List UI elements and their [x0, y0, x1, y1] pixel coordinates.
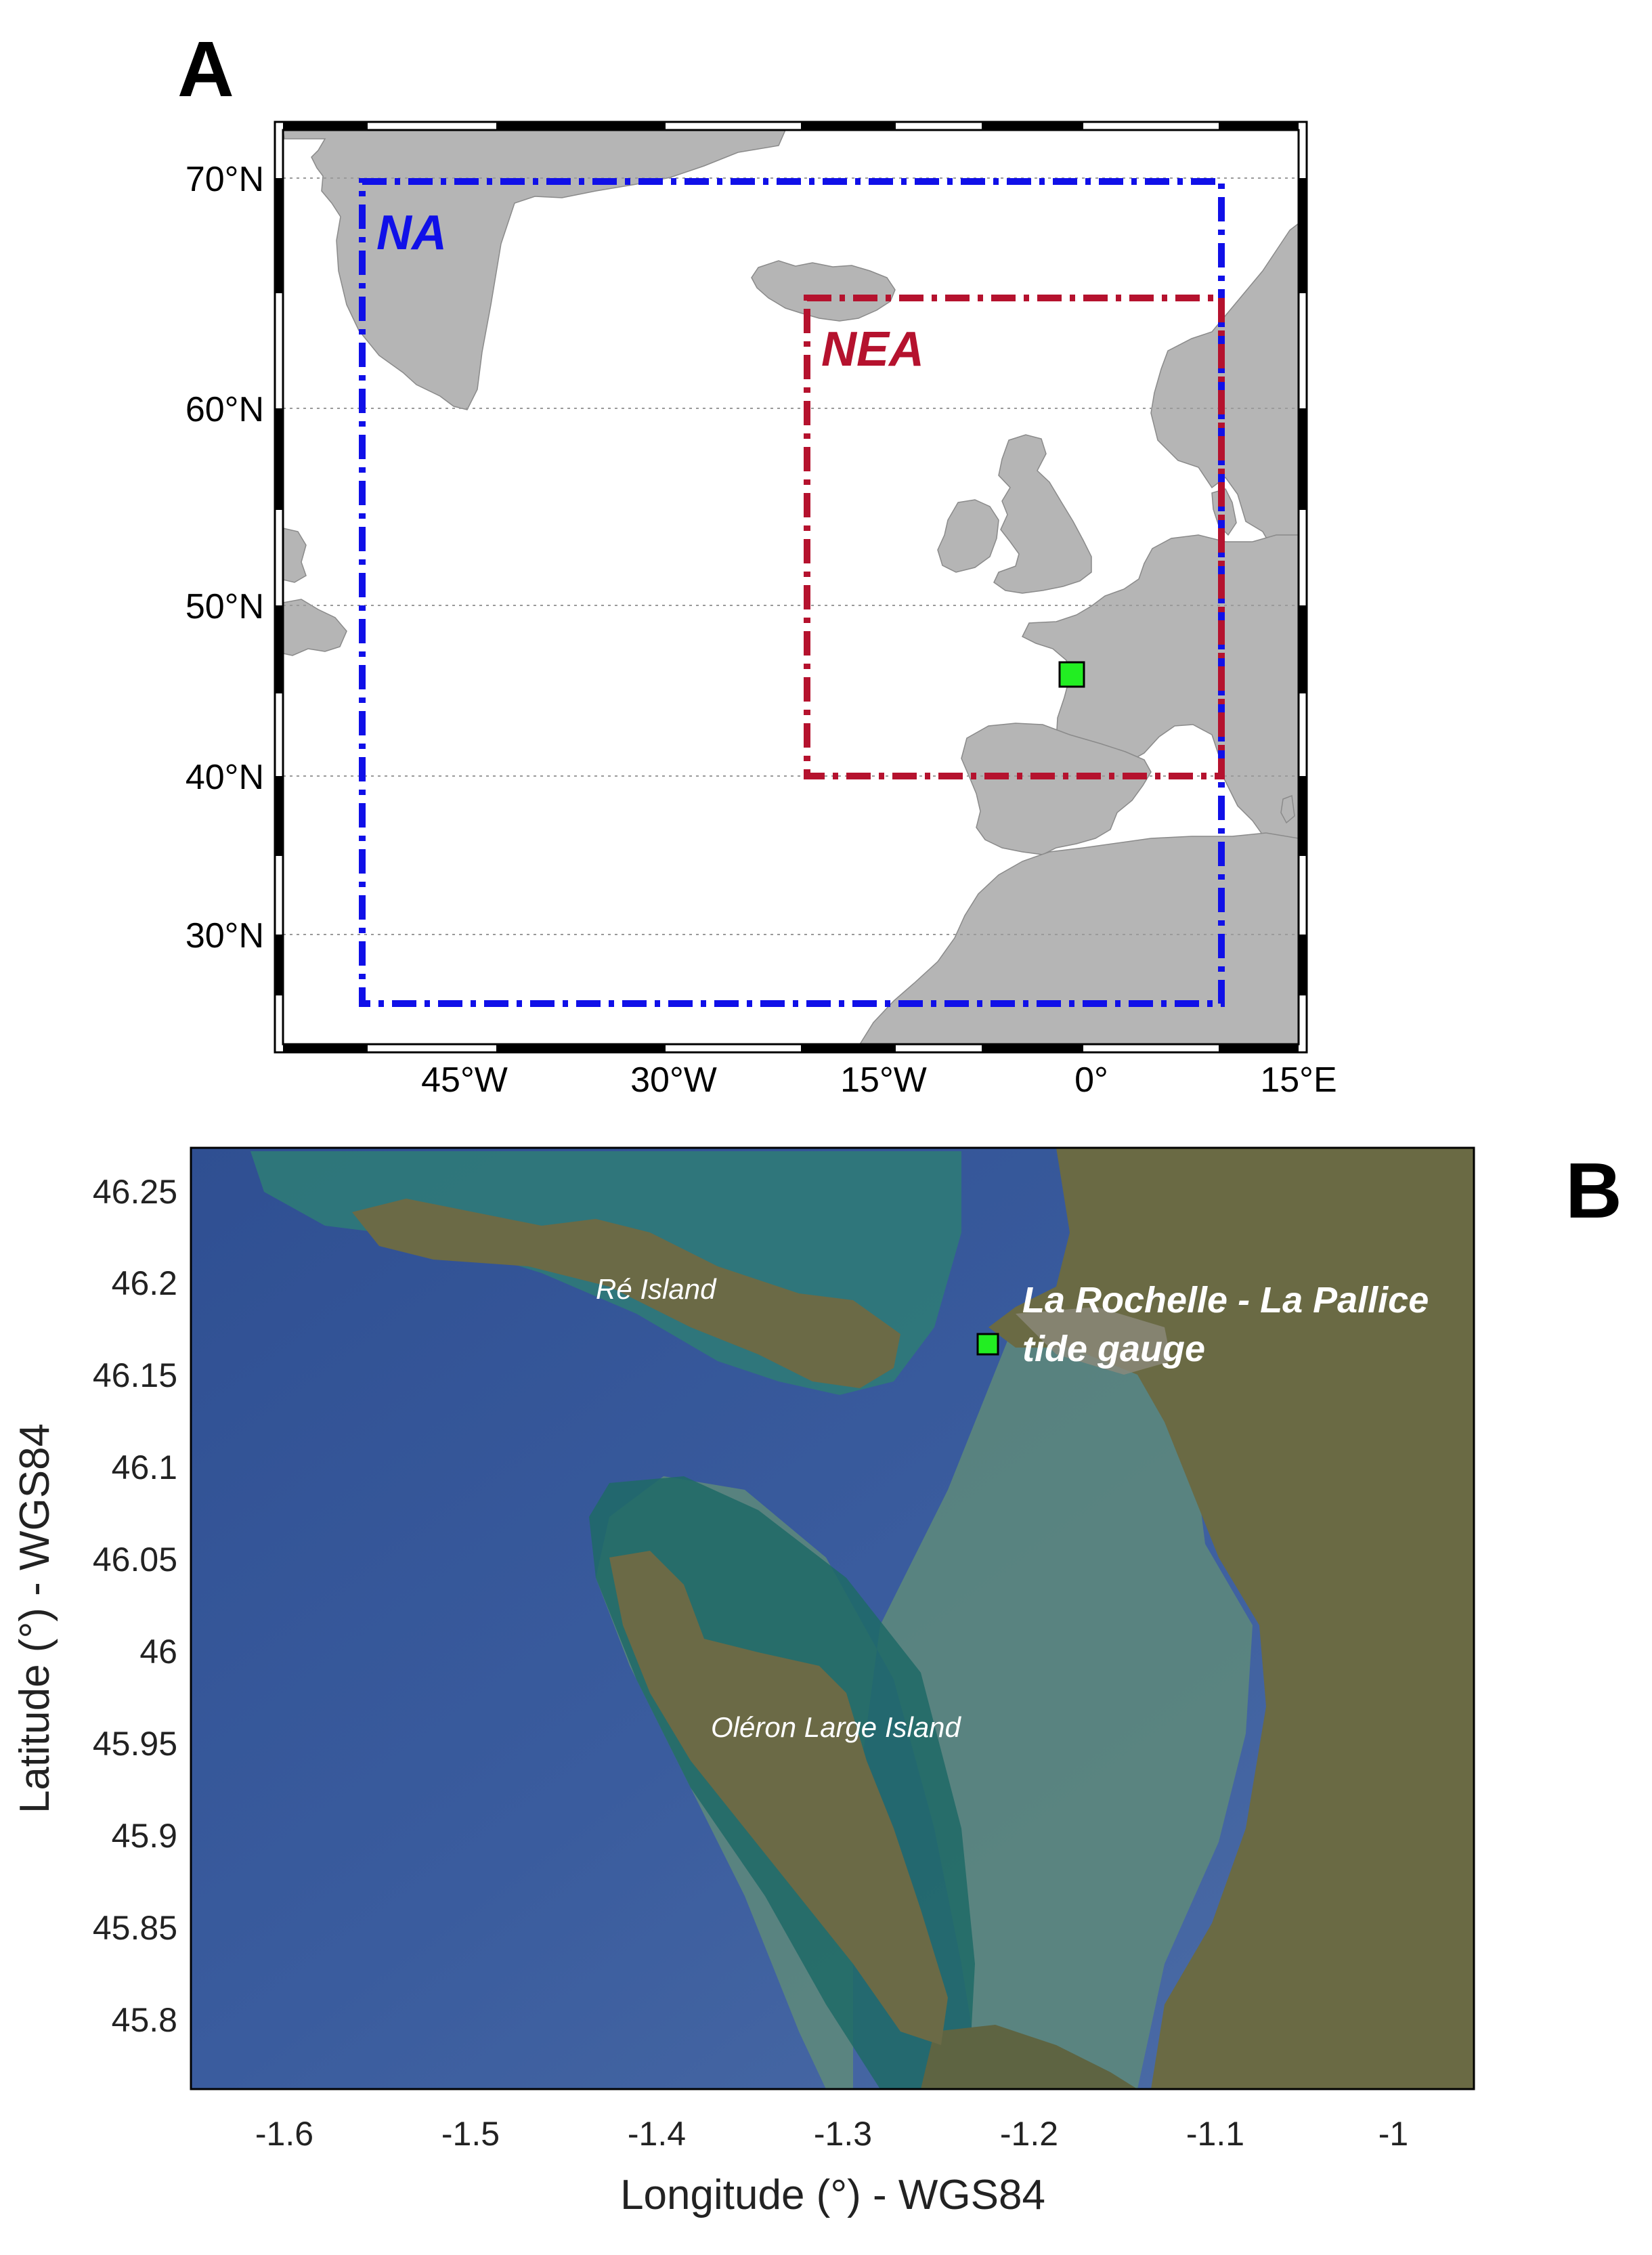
panel-b-y-tick-labels: 46.25 46.2 46.15 46.1 46.05 46 45.95 45.… — [93, 1173, 177, 2039]
land-great-britain — [993, 434, 1092, 594]
land-canada-fragment-1 — [283, 528, 307, 583]
nea-region-box — [804, 295, 1225, 779]
y-tick-label: 46 — [139, 1633, 177, 1671]
panel-b-y-axis-label: Latitude (°) - WGS84 — [12, 1423, 58, 1813]
panel-b-tide-gauge-marker — [976, 1333, 999, 1356]
lat-tick-label: 70°N — [186, 160, 264, 199]
y-tick-label: 46.1 — [112, 1448, 177, 1486]
y-tick-label: 46.25 — [93, 1173, 177, 1211]
panel-b-re-island — [352, 1199, 900, 1388]
y-tick-label: 45.95 — [93, 1725, 177, 1763]
land-iberia — [961, 723, 1152, 855]
panel-b-oleron-island — [609, 1551, 948, 2045]
land-iceland — [751, 260, 896, 322]
lon-tick-label: 15°E — [1260, 1060, 1336, 1100]
y-tick-label: 46.2 — [112, 1264, 177, 1302]
panel-a-map: NA NEA 70°N 60°N 50°N 40°N 30°N 45°W 30°… — [186, 121, 1337, 1100]
x-tick-label: -1.4 — [628, 2115, 686, 2153]
lon-tick-label: 30°W — [630, 1060, 717, 1100]
na-region-box — [359, 178, 1225, 1007]
panel-b-x-axis-label: Longitude (°) - WGS84 — [620, 2172, 1045, 2218]
x-tick-label: -1.6 — [255, 2115, 313, 2153]
lat-tick-label: 40°N — [186, 758, 264, 797]
lat-tick-label: 60°N — [186, 390, 264, 429]
x-tick-label: -1.3 — [814, 2115, 872, 2153]
na-region-label: NA — [376, 206, 447, 260]
y-tick-label: 45.9 — [112, 1817, 177, 1855]
panel-b-mainland — [988, 1148, 1474, 2089]
lon-tick-label: 15°W — [840, 1060, 927, 1100]
lat-tick-label: 50°N — [186, 587, 264, 626]
panel-a-lat-tick-labels: 70°N 60°N 50°N 40°N 30°N — [186, 160, 264, 955]
y-tick-label: 45.8 — [112, 2001, 177, 2039]
panel-b-letter: B — [1565, 1146, 1622, 1234]
x-tick-label: -1.5 — [441, 2115, 500, 2153]
land-sardinia-corsica — [1280, 794, 1295, 824]
land-ireland — [937, 499, 999, 573]
panel-a-letter: A — [177, 25, 234, 113]
panel-a-land — [283, 130, 1299, 1044]
nea-region-label: NEA — [821, 322, 924, 377]
lon-tick-label: 45°W — [421, 1060, 508, 1100]
x-tick-label: -1.1 — [1186, 2115, 1244, 2153]
x-tick-label: -1.2 — [1000, 2115, 1058, 2153]
panel-b-urban-area — [1016, 1307, 1171, 1375]
y-tick-label: 45.85 — [93, 1909, 177, 1947]
y-tick-label: 46.15 — [93, 1356, 177, 1394]
panel-a-frame — [274, 121, 1308, 1054]
re-island-label: Ré Island — [596, 1273, 717, 1305]
panel-b-x-tick-labels: -1.6 -1.5 -1.4 -1.3 -1.2 -1.1 -1 — [255, 2115, 1408, 2153]
panel-b-map: Ré Island Oléron Large Island La Rochell… — [12, 1146, 1475, 2218]
lat-tick-label: 30°N — [186, 916, 264, 955]
panel-b-mainland-south — [921, 2025, 1137, 2089]
y-tick-label: 46.05 — [93, 1541, 177, 1578]
panel-a-tide-gauge-marker — [1058, 661, 1085, 688]
lon-tick-label: 0° — [1074, 1060, 1108, 1100]
panel-a-lon-tick-labels: 45°W 30°W 15°W 0° 15°E — [421, 1060, 1337, 1100]
tide-gauge-label-line2: tide gauge — [1022, 1329, 1205, 1369]
oleron-island-label: Oléron Large Island — [711, 1711, 962, 1743]
x-tick-label: -1 — [1378, 2115, 1408, 2153]
tide-gauge-label-line1: La Rochelle - La Pallice — [1022, 1280, 1429, 1320]
panel-b-frame — [190, 1146, 1475, 2090]
land-africa — [859, 832, 1299, 1044]
